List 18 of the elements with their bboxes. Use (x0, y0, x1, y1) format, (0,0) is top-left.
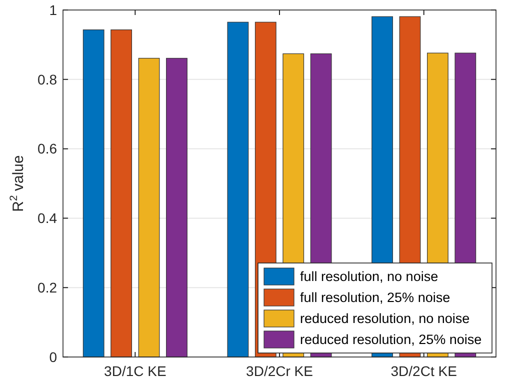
y-tick-label: 0.2 (38, 280, 58, 296)
y-tick-label: 0.4 (38, 210, 58, 226)
legend-label: reduced resolution, no noise (300, 311, 470, 326)
y-tick-label: 0 (49, 348, 58, 365)
bar (82, 29, 104, 358)
x-tick-label: 3D/2Ct KE (390, 363, 457, 379)
y-tick-label: 1 (49, 2, 58, 18)
bar (138, 58, 160, 358)
legend-label: full resolution, no noise (300, 269, 438, 284)
x-tick-label: 3D/2Cr KE (246, 363, 313, 379)
bar (166, 58, 188, 358)
legend-label: reduced resolution, 25% noise (300, 332, 482, 347)
bar (227, 22, 249, 358)
y-tick-label: 0.8 (38, 71, 58, 88)
x-tick-label: 3D/1C KE (104, 363, 166, 379)
y-tick-label: 0.6 (38, 140, 58, 157)
legend-label: full resolution, 25% noise (300, 290, 450, 305)
bar (110, 29, 132, 358)
